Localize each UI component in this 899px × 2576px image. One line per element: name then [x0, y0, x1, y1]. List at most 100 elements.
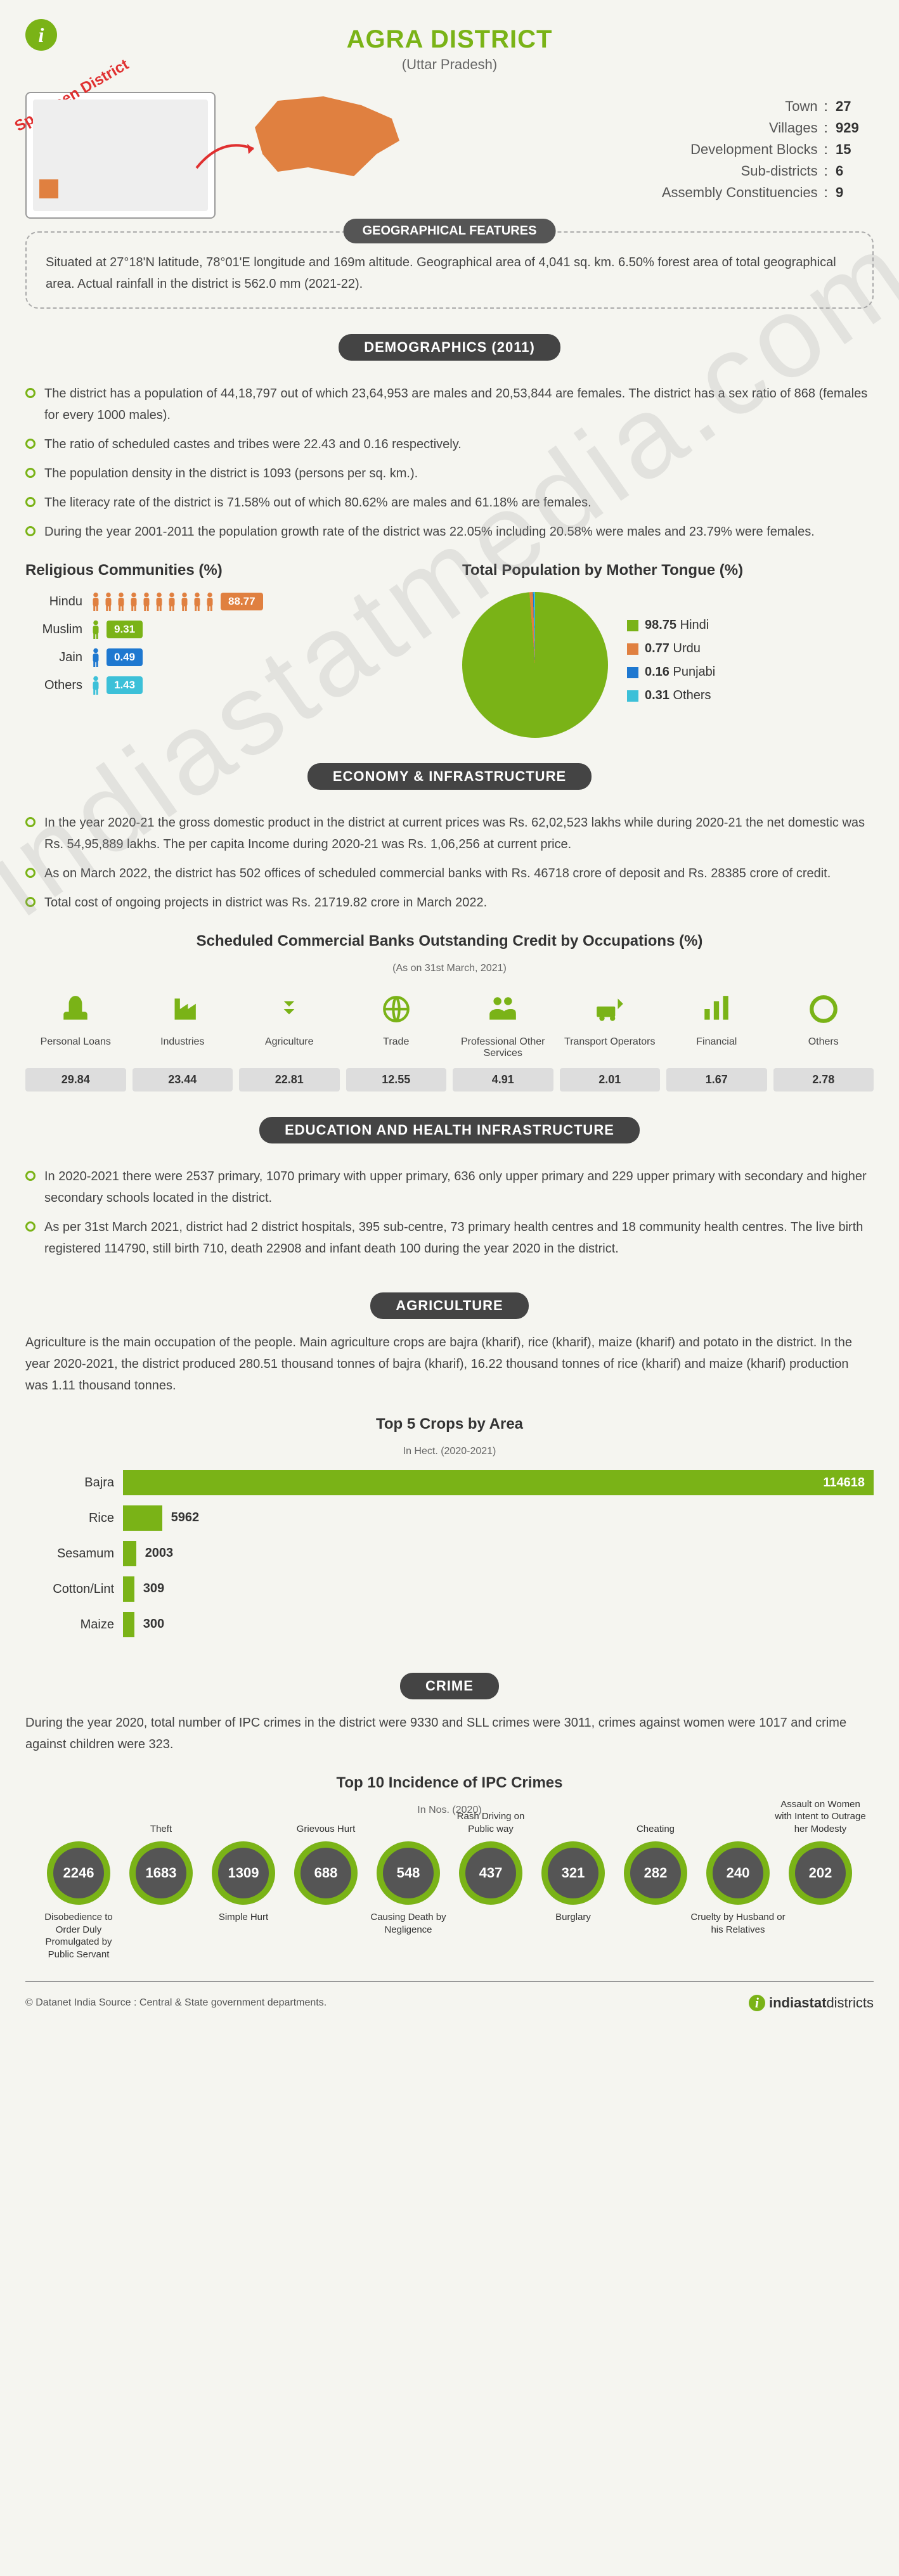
crime-label: Rash Driving on Public way: [443, 1810, 538, 1835]
stat-label: Development Blocks: [690, 141, 818, 158]
crime-label: Disobedience to Order Duly Promulgated b…: [31, 1911, 126, 1961]
bullet-text: The literacy rate of the district is 71.…: [44, 492, 592, 513]
crop-label: Bajra: [25, 1476, 114, 1490]
person-icon: [115, 592, 127, 611]
credit-label: Transport Operators: [560, 1036, 661, 1062]
crime-chart: Disobedience to Order Duly Promulgated b…: [25, 1841, 874, 1905]
crop-value: 300: [143, 1617, 164, 1632]
bullet-text: As on March 2022, the district has 502 o…: [44, 863, 831, 884]
crime-node: Burglary321: [532, 1841, 614, 1905]
education-bullets: In 2020-2021 there were 2537 primary, 10…: [25, 1166, 874, 1259]
credit-value: 2.78: [773, 1068, 874, 1092]
crime-value: 1683: [129, 1841, 193, 1905]
crime-value: 1309: [212, 1841, 275, 1905]
district-shape-icon: [247, 92, 399, 181]
bullet-text: As per 31st March 2021, district had 2 d…: [44, 1216, 874, 1259]
page-header: AGRA DISTRICT (Uttar Pradesh): [25, 19, 874, 73]
crime-node: Disobedience to Order Duly Promulgated b…: [37, 1841, 120, 1905]
bullet-icon: [25, 868, 36, 878]
credit-label: Personal Loans: [25, 1036, 126, 1062]
geo-text: Situated at 27°18'N latitude, 78°01'E lo…: [46, 252, 853, 295]
footer-logo: i indiastatdistricts: [749, 1995, 874, 2011]
credit-value: 4.91: [453, 1068, 553, 1092]
person-icon: [128, 592, 139, 611]
agriculture-heading: AGRICULTURE: [370, 1292, 528, 1319]
legend-swatch: [627, 667, 638, 678]
crop-bar-row: Rice5962: [25, 1505, 874, 1531]
crime-value: 202: [789, 1841, 852, 1905]
crime-node: Simple Hurt1309: [202, 1841, 285, 1905]
crime-label: Simple Hurt: [196, 1911, 291, 1924]
crime-label: Burglary: [526, 1911, 621, 1924]
credit-value: 22.81: [239, 1068, 340, 1092]
crops-heading: Top 5 Crops by Area: [25, 1415, 874, 1433]
globe-icon: [346, 987, 447, 1031]
hand-icon: [25, 987, 126, 1031]
religion-chart: Hindu88.77Muslim9.31Jain0.49Others1.43: [25, 592, 437, 695]
credit-item: Transport Operators2.01: [560, 987, 661, 1092]
person-icon: [90, 592, 101, 611]
circle-icon: [773, 987, 874, 1031]
crop-bar-row: Cotton/Lint309: [25, 1576, 874, 1602]
education-heading: EDUCATION AND HEALTH INFRASTRUCTURE: [259, 1117, 640, 1143]
religion-row: Jain0.49: [25, 648, 437, 667]
footer-copyright: © Datanet India Source : Central & State…: [25, 1997, 327, 2009]
crops-note: In Hect. (2020-2021): [25, 1446, 874, 1457]
bullet-icon: [25, 497, 36, 507]
state-subtitle: (Uttar Pradesh): [25, 56, 874, 73]
credit-chart: Personal Loans29.84Industries23.44Agricu…: [25, 987, 874, 1092]
crime-node: Cruelty by Husband or his Relatives240: [697, 1841, 779, 1905]
state-map-icon: [33, 100, 208, 211]
bullet-icon: [25, 468, 36, 478]
bullet-icon: [25, 897, 36, 907]
person-icon: [90, 620, 101, 639]
person-icon: [204, 592, 216, 611]
crime-label: Theft: [113, 1823, 209, 1836]
wheat-icon: [239, 987, 340, 1031]
religion-value: 0.49: [107, 648, 143, 666]
person-icon: [90, 676, 101, 695]
geo-section: GEOGRAPHICAL FEATURES Situated at 27°18'…: [25, 231, 874, 309]
legend-swatch: [627, 620, 638, 631]
person-icon: [90, 648, 101, 667]
crop-bar-row: Sesamum2003: [25, 1541, 874, 1566]
footer: © Datanet India Source : Central & State…: [25, 1981, 874, 2011]
bullet-text: In 2020-2021 there were 2537 primary, 10…: [44, 1166, 874, 1209]
crime-value: 437: [459, 1841, 522, 1905]
crime-label: Cheating: [608, 1823, 703, 1836]
credit-label: Industries: [133, 1036, 233, 1062]
stat-value: 929: [836, 120, 874, 136]
economy-heading: ECONOMY & INFRASTRUCTURE: [307, 763, 592, 790]
legend-value: 0.31 Others: [645, 688, 711, 703]
language-legend: 98.75 Hindi0.77 Urdu0.16 Punjabi0.31 Oth…: [627, 618, 715, 712]
legend-value: 98.75 Hindi: [645, 618, 709, 633]
stat-label: Sub-districts: [741, 163, 818, 179]
crime-node: Grievous Hurt688: [285, 1841, 367, 1905]
religion-heading: Religious Communities (%): [25, 562, 437, 579]
bar-icon: [666, 987, 767, 1031]
legend-swatch: [627, 643, 638, 655]
crop-bar-row: Maize300: [25, 1612, 874, 1637]
stat-label: Assembly Constituencies: [662, 184, 818, 201]
credit-item: Professional Other Services4.91: [453, 987, 553, 1092]
religion-row: Hindu88.77: [25, 592, 437, 611]
religion-label: Others: [25, 678, 82, 693]
bullet-text: The population density in the district i…: [44, 463, 418, 484]
crime-node: Theft1683: [120, 1841, 202, 1905]
credit-item: Personal Loans29.84: [25, 987, 126, 1092]
crime-heading: CRIME: [400, 1673, 499, 1699]
legend-value: 0.77 Urdu: [645, 641, 701, 656]
crop-value: 309: [143, 1581, 164, 1596]
stat-value: 27: [836, 98, 874, 115]
district-title: AGRA DISTRICT: [25, 25, 874, 54]
language-pie-chart: [462, 592, 608, 738]
credit-label: Financial: [666, 1036, 767, 1062]
stat-value: 6: [836, 163, 874, 179]
credit-item: Trade12.55: [346, 987, 447, 1092]
person-icon: [191, 592, 203, 611]
admin-stats: Town: 27Villages: 929Development Blocks:…: [662, 98, 874, 206]
crime-value: 282: [624, 1841, 687, 1905]
credit-value: 12.55: [346, 1068, 447, 1092]
bullet-text: Total cost of ongoing projects in distri…: [44, 892, 487, 913]
credit-label: Agriculture: [239, 1036, 340, 1062]
